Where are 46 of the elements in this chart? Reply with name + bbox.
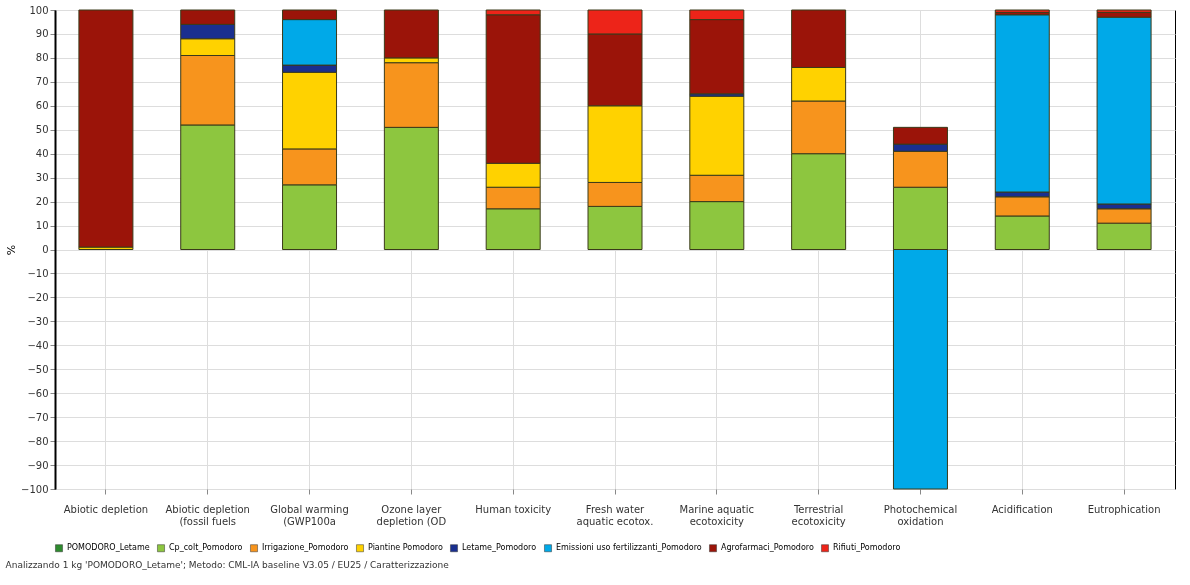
x-tick-label: Eutrophication (1087, 503, 1161, 515)
y-tick-label: −10 (27, 267, 49, 279)
y-tick-label: −50 (27, 363, 49, 375)
legend-label: Emissioni uso fertilizzanti_Pomodoro (556, 543, 702, 553)
y-tick-label: 100 (29, 4, 49, 16)
x-tick-label: Ozone layer depletion (OD (376, 503, 447, 527)
legend-label: POMODORO_Letame (67, 543, 150, 553)
legend-label: Piantine Pomodoro (368, 543, 443, 553)
y-tick-label: 80 (35, 52, 49, 64)
x-tick-label: Human toxicity (475, 503, 552, 515)
bar (994, 14, 1050, 193)
bar (1096, 16, 1152, 205)
y-tick-label: −30 (27, 315, 49, 327)
y-tick-label: −60 (27, 387, 49, 399)
y-tick-label: −80 (27, 435, 49, 447)
y-tick-label: 0 (42, 244, 49, 255)
x-tick-label: Photochemical oxidation (883, 503, 958, 527)
x-tick-label: Global warming (GWP100a (270, 503, 349, 527)
x-tick-label: Abiotic depletion (fossil fuels (165, 503, 250, 527)
y-tick-label: 30 (35, 172, 49, 184)
legend-label: Cp_colt_Pomodoro (169, 543, 243, 553)
y-tick-label: −100 (21, 483, 49, 495)
y-tick-label: 50 (35, 124, 49, 136)
y-tick-label: −20 (27, 291, 49, 303)
y-tick-label: 90 (35, 28, 49, 40)
text: Analizzando 1 kg 'POMODORO_Letame'; Metodo: CML-IA baseline V3.05 / EU25 / Caratterizzazione (5, 560, 450, 570)
x-tick-label: Acidification (991, 503, 1053, 515)
bar (78, 9, 134, 248)
y-tick-label: 60 (35, 100, 49, 112)
y-tick-label: 40 (35, 148, 49, 160)
legend-label: Letame_Pomodoro (462, 543, 537, 553)
y-tick-label: 20 (35, 196, 49, 208)
x-tick-label: Abiotic depletion (63, 503, 149, 515)
y-tick-label: 70 (35, 76, 49, 88)
legend-label: Rifiuti_Pomodoro (833, 543, 901, 553)
y-tick-label: −90 (27, 459, 49, 471)
bar (383, 9, 439, 59)
y-tick-label: −40 (27, 339, 49, 351)
x-tick-label: Fresh water aquatic ecotox. (576, 503, 654, 527)
x-tick-label: Marine aquatic ecotoxicity (679, 503, 755, 527)
legend-label: Irrigazione_Pomodoro (262, 543, 349, 553)
x-tick-label: Terrestrial ecotoxicity (791, 503, 846, 527)
y-tick-label: 10 (35, 220, 49, 232)
legend-label: Agrofarmaci_Pomodoro (721, 543, 814, 553)
y-tick-label: −70 (27, 411, 49, 423)
y-axis-title: % (5, 244, 19, 256)
